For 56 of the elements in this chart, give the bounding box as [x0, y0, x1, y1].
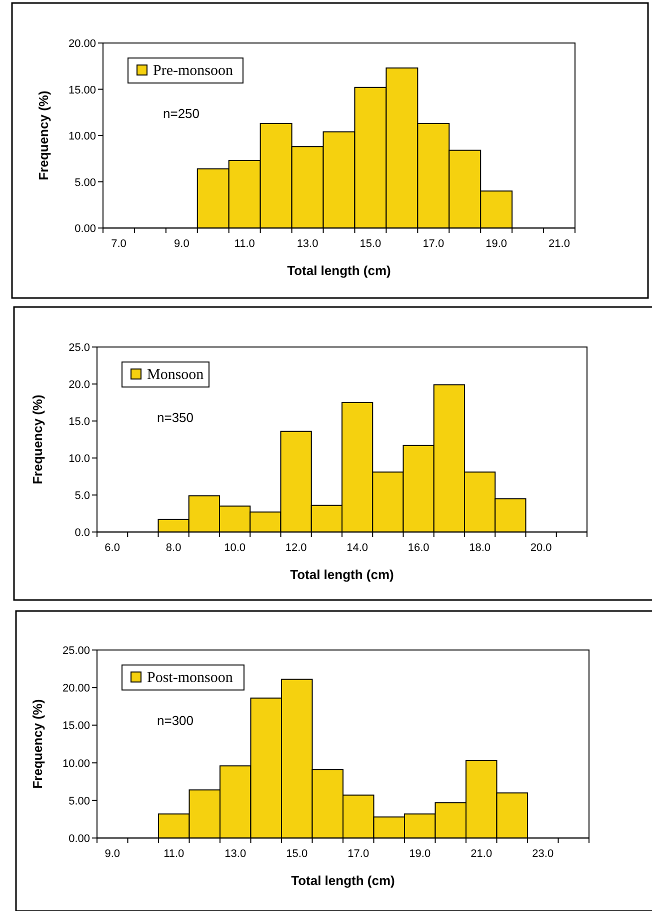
y-tick-label: 5.00	[68, 795, 90, 808]
x-axis-title: Total length (cm)	[287, 263, 391, 278]
y-axis-title: Frequency (%)	[36, 90, 51, 180]
annotation: n=350	[157, 410, 194, 425]
legend-label: Pre-monsoon	[153, 63, 234, 79]
x-tick-label: 12.0	[285, 542, 307, 554]
y-tick-label: 25.0	[68, 342, 90, 354]
y-tick-label: 0.00	[74, 223, 96, 235]
x-tick-label: 19.0	[409, 848, 431, 860]
y-axis-title: Frequency (%)	[30, 699, 45, 789]
y-tick-label: 20.00	[62, 682, 90, 695]
x-tick-label: 9.0	[174, 238, 190, 250]
x-tick-label: 21.0	[548, 238, 570, 250]
x-tick-label: 17.0	[422, 238, 444, 250]
x-tick-label: 14.0	[346, 542, 368, 554]
x-tick-label: 8.0	[166, 542, 182, 554]
y-tick-label: 5.0	[74, 490, 90, 502]
legend-label: Post-monsoon	[147, 670, 234, 686]
legend: Pre-monsoon	[128, 58, 244, 84]
y-tick-label: 0.0	[74, 527, 90, 539]
y-tick-label: 15.0	[68, 416, 90, 428]
x-tick-label: 15.0	[286, 848, 308, 860]
y-tick-label: 20.00	[68, 38, 96, 50]
x-axis-title: Total length (cm)	[290, 567, 394, 582]
legend-label: Monsoon	[147, 367, 204, 383]
annotation: n=300	[157, 713, 194, 728]
y-tick-label: 10.0	[68, 453, 90, 465]
y-tick-label: 0.00	[68, 833, 90, 845]
x-tick-label: 13.0	[296, 238, 318, 250]
y-tick-label: 10.00	[68, 130, 96, 142]
x-tick-label: 13.0	[224, 848, 246, 860]
x-tick-label: 19.0	[486, 238, 508, 250]
y-axis-title: Frequency (%)	[30, 394, 45, 484]
y-tick-label: 20.0	[68, 379, 90, 391]
x-tick-label: 18.0	[469, 542, 491, 554]
x-tick-label: 9.0	[104, 848, 120, 860]
annotation: n=250	[163, 106, 200, 121]
x-tick-label: 20.0	[530, 542, 552, 554]
x-tick-label: 6.0	[104, 542, 120, 554]
legend: Monsoon	[122, 362, 210, 388]
x-tick-label: 15.0	[360, 238, 382, 250]
x-axis-title: Total length (cm)	[291, 873, 395, 888]
x-tick-label: 11.0	[164, 848, 184, 860]
y-tick-label: 15.00	[68, 84, 96, 96]
x-tick-label: 21.0	[470, 848, 492, 860]
x-tick-label: 7.0	[111, 238, 126, 250]
y-tick-label: 15.00	[62, 720, 90, 732]
x-tick-label: 10.0	[224, 542, 246, 554]
legend: Post-monsoon	[122, 664, 244, 690]
x-tick-label: 16.0	[408, 542, 430, 554]
x-tick-label: 23.0	[532, 848, 554, 860]
x-tick-label: 17.0	[348, 848, 370, 860]
y-tick-label: 5.00	[74, 176, 96, 189]
x-tick-label: 11.0	[234, 238, 255, 250]
y-tick-label: 25.00	[62, 645, 90, 657]
y-tick-label: 10.00	[62, 758, 90, 770]
